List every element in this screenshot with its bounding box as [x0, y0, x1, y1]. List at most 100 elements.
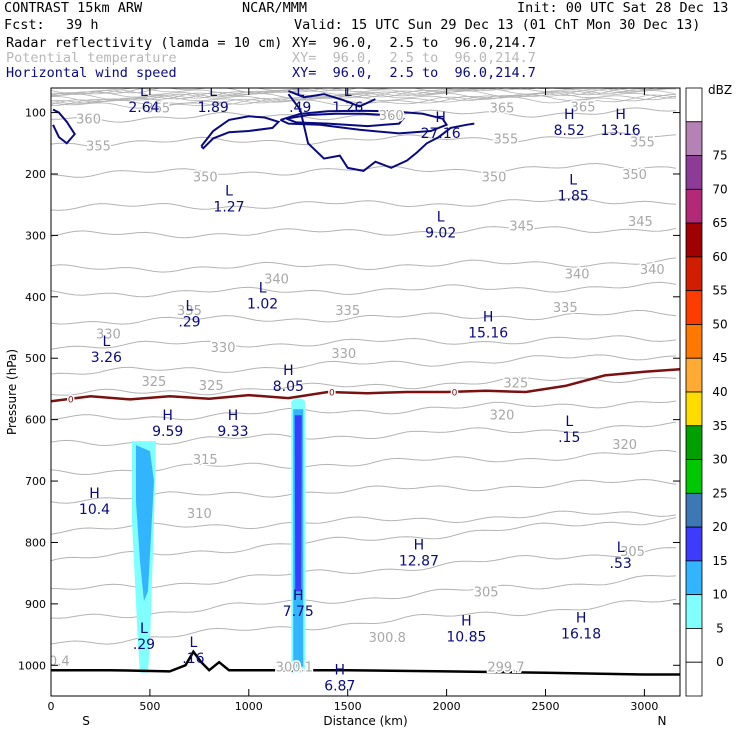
wind-contour: [200, 115, 281, 150]
theta-label: 340: [264, 272, 289, 287]
wind-extremum-value: 7.75: [283, 604, 314, 620]
x-tick-label: 3000: [630, 700, 658, 713]
field-theta-name: Potential temperature: [6, 50, 177, 66]
wind-extremum: H8.52: [554, 107, 585, 139]
theta-contour: [51, 107, 677, 123]
theta-label: 330: [211, 341, 236, 356]
wind-extremum-kind: L: [190, 635, 198, 651]
theta-label: 365: [571, 100, 596, 115]
wind-extremum: H9.59: [152, 408, 183, 440]
theta-contour: [51, 517, 677, 562]
theta-label: 345: [509, 219, 534, 234]
wind-extremum-value: 13.16: [601, 123, 641, 139]
colorbar-swatch: [685, 560, 703, 596]
theta-contour: [51, 574, 677, 619]
wind-extremum-kind: H: [228, 408, 239, 424]
colorbar-swatch: [685, 526, 703, 562]
wind-extremum-value: .16: [182, 651, 204, 667]
theta-label: 320: [612, 438, 637, 453]
theta-label: 355: [494, 132, 519, 147]
colorbar-swatch: [685, 492, 703, 528]
y-tick-label: 500: [25, 352, 46, 365]
colorbar-swatch: [685, 155, 703, 190]
wind-extremum-value: 8.05: [273, 379, 304, 395]
y-tick-label: 600: [25, 414, 46, 427]
colorbar-swatch: [685, 425, 703, 460]
wind-extremum: L3.26: [91, 334, 122, 366]
y-tick-label: 700: [25, 475, 46, 488]
y-tick-label: 300: [25, 229, 46, 242]
colorbar-level-label: 55: [712, 284, 727, 298]
forecast-hour: 39 h: [66, 17, 99, 33]
theta-contour: [51, 309, 677, 325]
wind-extremum: L.29: [133, 621, 155, 653]
wind-extremum-kind: L: [140, 621, 148, 637]
x-axis-south-label: S: [82, 714, 90, 728]
field-theta-xy: XY= 96.0, 2.5 to 96.0,214.7: [292, 50, 536, 66]
field-reflectivity-name: Radar reflectivity (lamda = 10 cm): [6, 35, 283, 51]
wind-extremum-kind: H: [283, 363, 294, 379]
wind-extremum: H7.75: [283, 588, 314, 620]
y-tick-label: 400: [25, 291, 46, 304]
theta-contour: [51, 90, 676, 106]
theta-label: 325: [199, 379, 224, 394]
wind-contour: [288, 90, 376, 108]
wind-extremum-kind: H: [89, 486, 100, 502]
theta-label: 340: [640, 263, 665, 278]
wind-extremum-value: 27.16: [421, 126, 461, 142]
wind-extremum-value: .49: [289, 100, 311, 116]
theta-contour: [51, 400, 677, 421]
colorbar: dBZ 0 5 10 15 20 25 30 35 40 45 50 55 60 65 70 75: [685, 83, 732, 697]
theta-contour: [51, 131, 677, 148]
axes-layer: 100 200 300 400 500 600 700 800 900 1000 0 500 1000 1…: [5, 88, 680, 728]
wind-extremum-value: 15.16: [468, 326, 508, 342]
wind-extremum: H16.18: [561, 611, 601, 643]
reflectivity-cell-mid-15dbz: [294, 415, 302, 592]
wind-extremum: H9.33: [217, 408, 248, 440]
wind-extremum: H10.4: [79, 486, 110, 518]
field-wind-xy: XY= 96.0, 2.5 to 96.0,214.7: [292, 65, 536, 81]
wind-extremum: H27.16: [421, 110, 461, 142]
theta-label: 300.1: [276, 660, 313, 675]
wind-extremum-value: 8.52: [554, 123, 585, 139]
theta-label: 355: [86, 140, 111, 155]
colorbar-level-label: 70: [712, 182, 727, 196]
colorbar-swatch: [685, 459, 703, 494]
theta-contour: [51, 376, 677, 396]
wind-extremum-kind: H: [576, 611, 587, 627]
theta-label: 360: [76, 113, 101, 128]
theta-label: 305: [620, 545, 645, 560]
colorbar-level-label: 30: [712, 453, 727, 467]
colorbar-level-label: 15: [712, 554, 727, 568]
x-tick-label: 0: [48, 700, 55, 713]
wind-extremum-value: 1.26: [332, 100, 363, 116]
x-tick-label: 2500: [531, 700, 559, 713]
y-tick-label: 200: [25, 168, 46, 181]
theta-contour: [51, 335, 677, 350]
freezing-level-label: 0: [452, 388, 458, 398]
wind-extremum-kind: L: [437, 209, 445, 225]
theta-contour: [51, 88, 554, 94]
colorbar-swatch: [685, 87, 703, 123]
colorbar-swatch: [685, 188, 703, 224]
theta-label: 299.7: [487, 660, 524, 675]
theta-label: 325: [503, 377, 528, 392]
valid-time: Valid: 15 UTC Sun 29 Dec 13 (01 ChT Mon …: [294, 17, 701, 33]
colorbar-level-label: 40: [712, 385, 727, 399]
y-tick-label: 1000: [18, 659, 46, 672]
colorbar-swatch: [685, 290, 703, 325]
wind-extremum-kind: H: [615, 107, 626, 123]
colorbar-swatch: [685, 628, 703, 663]
wind-extremum-value: .15: [558, 430, 580, 446]
wind-extremum-kind: L: [225, 184, 233, 200]
theta-label: 365: [490, 102, 515, 117]
wind-extremum: L.53: [610, 540, 632, 572]
colorbar-swatch: [685, 222, 703, 258]
x-tick-label: 2000: [433, 700, 461, 713]
wind-contour: [279, 109, 449, 135]
wind-extremum-kind: L: [102, 334, 110, 350]
theta-label: 355: [630, 135, 655, 150]
colorbar-level-label: 20: [712, 520, 727, 534]
theta-label: 360: [379, 109, 404, 124]
colorbar-level-label: 65: [712, 216, 727, 230]
